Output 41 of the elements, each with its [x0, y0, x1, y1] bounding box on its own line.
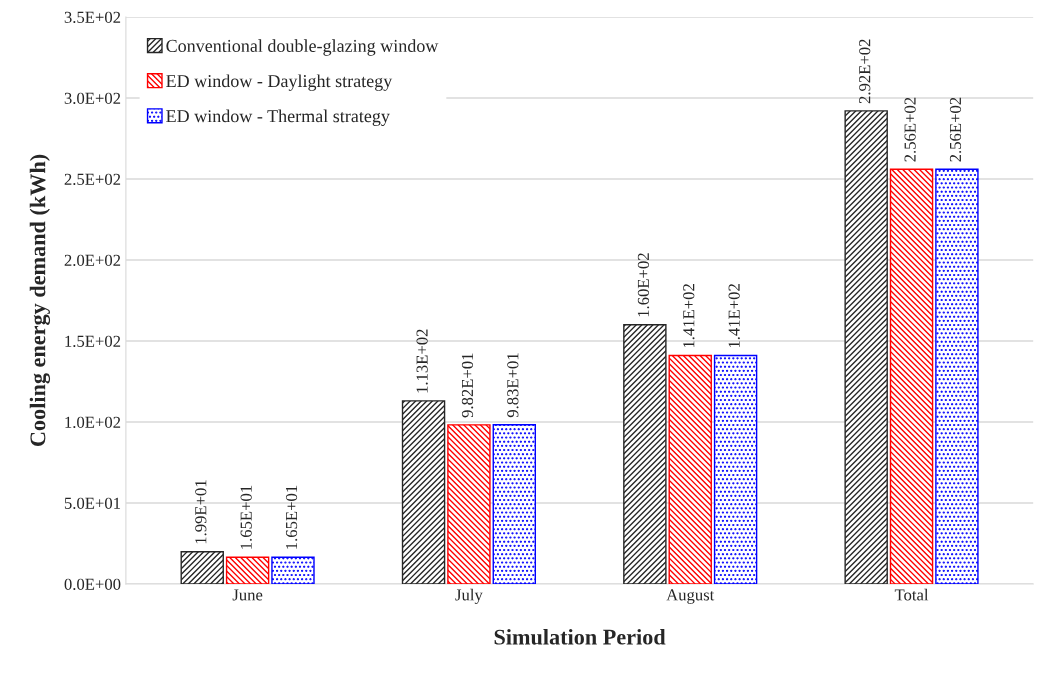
x-axis-title: Simulation Period: [494, 628, 666, 645]
data-label: 2.92E+02: [859, 39, 871, 104]
bar: [447, 424, 491, 584]
y-tick-label: 2.5E+02: [64, 173, 121, 185]
y-tick-label: 1.0E+02: [65, 416, 121, 428]
x-tick-label: August: [666, 589, 715, 604]
y-tick-label: 3.0E+02: [64, 92, 121, 104]
data-label: 2.56E+02: [904, 97, 916, 162]
bar: [623, 324, 667, 584]
bar: [844, 110, 888, 584]
bar: [492, 424, 537, 584]
bar: [271, 556, 315, 584]
y-axis-title: Cooling energy demand (kWh): [29, 154, 51, 446]
data-label: 1.60E+02: [637, 253, 650, 317]
bar: [180, 551, 224, 584]
data-label: 9.83E+01: [507, 353, 519, 418]
data-label: 1.41E+02: [683, 284, 695, 348]
bar: [401, 400, 446, 584]
legend-label: ED window - Daylight strategy: [166, 74, 393, 91]
legend-label: ED window - Thermal strategy: [166, 109, 390, 126]
data-label: 1.99E+01: [195, 480, 207, 544]
bar: [935, 168, 979, 584]
legend-label: Conventional double-glazing window: [166, 39, 439, 56]
y-tick-label: 0.0E+00: [64, 578, 121, 590]
data-label: 9.82E+01: [461, 353, 474, 418]
data-label: 1.65E+01: [285, 485, 298, 549]
data-label: 1.41E+02: [728, 284, 740, 348]
x-tick-label: July: [455, 588, 483, 604]
y-tick-label: 3.5E+02: [64, 11, 121, 23]
x-tick-label: Total: [894, 588, 929, 601]
x-tick-label: June: [232, 589, 263, 601]
bar: [225, 556, 270, 584]
data-label: 2.56E+02: [949, 97, 962, 162]
y-tick-label: 2.0E+02: [64, 254, 121, 266]
y-tick-label: 5.0E+01: [64, 497, 121, 509]
bar: [668, 354, 712, 584]
bar: [889, 168, 934, 584]
bar: [713, 354, 758, 584]
y-tick-label: 1.5E+02: [65, 335, 121, 347]
data-label: 1.13E+02: [416, 329, 428, 393]
data-label: 1.65E+01: [240, 485, 252, 549]
